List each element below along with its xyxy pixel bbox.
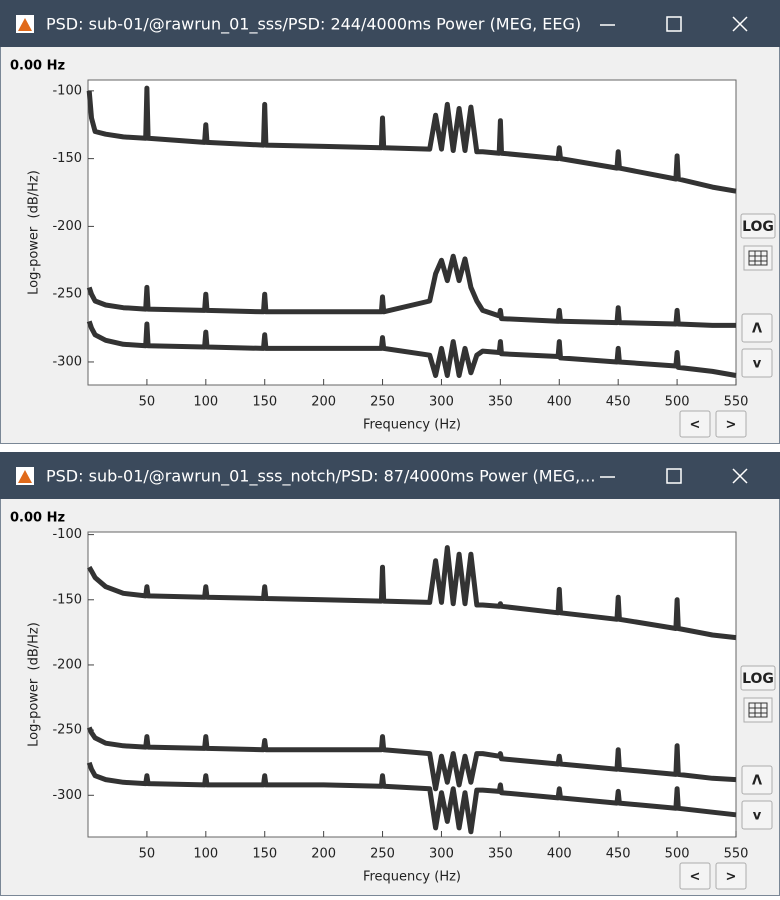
x-tick-label: 150 — [252, 847, 277, 862]
title-bar — [0, 0, 780, 47]
x-tick-label: 450 — [606, 847, 631, 862]
scroll-right-button-label[interactable]: > — [726, 870, 737, 885]
y-tick-label: -250 — [52, 723, 82, 738]
x-tick-label: 50 — [139, 847, 156, 862]
plot-area — [87, 79, 737, 386]
scroll-left-button-label[interactable]: < — [690, 418, 701, 433]
psd-trace — [86, 761, 737, 835]
x-axis-label: Frequency (Hz) — [363, 870, 461, 885]
cursor-frequency: 0.00 Hz — [10, 59, 65, 74]
scale-down-button-label[interactable]: v — [753, 809, 762, 824]
window-title: PSD: sub-01/@rawrun_01_sss/PSD: 244/4000… — [46, 15, 581, 35]
scroll-right-button[interactable] — [715, 410, 747, 438]
y-tick-label: -100 — [52, 83, 82, 98]
cursor-frequency: 0.00 Hz — [10, 511, 65, 526]
log-button-label[interactable]: LOG — [742, 219, 774, 235]
psd-trace — [86, 85, 737, 194]
x-tick-label: 100 — [193, 847, 218, 862]
scroll-left-button[interactable] — [679, 862, 711, 890]
app-icon-mark — [18, 18, 32, 31]
x-tick-label: 200 — [311, 395, 336, 410]
scale-up-button[interactable] — [741, 765, 773, 795]
x-tick-label: 150 — [252, 395, 277, 410]
y-tick-label: -200 — [52, 657, 82, 672]
x-tick-label: 300 — [429, 395, 454, 410]
psd-trace — [86, 253, 736, 328]
y-axis-label: Log-power (dB/Hz) — [27, 622, 42, 747]
log-button[interactable] — [740, 213, 776, 239]
scroll-left-button[interactable] — [679, 410, 711, 438]
x-tick-label: 250 — [370, 847, 395, 862]
plot-area — [87, 531, 737, 838]
y-tick-label: -150 — [52, 592, 82, 607]
grid-button[interactable] — [743, 697, 773, 723]
x-tick-label: 350 — [488, 847, 513, 862]
scroll-right-button[interactable] — [715, 862, 747, 890]
grid-icon[interactable] — [748, 250, 768, 266]
grid-button[interactable] — [743, 245, 773, 271]
title-bar — [0, 452, 780, 499]
y-tick-label: -200 — [52, 219, 82, 234]
window-title: PSD: sub-01/@rawrun_01_sss_notch/PSD: 87… — [46, 467, 595, 487]
close-button[interactable] — [732, 16, 748, 32]
y-tick-label: -300 — [52, 788, 82, 803]
y-tick-label: -300 — [52, 354, 82, 369]
x-tick-label: 100 — [193, 395, 218, 410]
log-button[interactable] — [740, 665, 776, 691]
grid-icon[interactable] — [748, 702, 768, 718]
x-tick-label: 350 — [488, 395, 513, 410]
y-tick-label: -100 — [52, 527, 82, 542]
x-tick-label: 500 — [665, 847, 690, 862]
x-tick-label: 200 — [311, 847, 336, 862]
log-button-label[interactable]: LOG — [742, 671, 774, 687]
psd-trace — [86, 320, 737, 378]
scale-up-button[interactable] — [741, 313, 773, 343]
scale-up-button-label[interactable]: Λ — [752, 774, 762, 789]
x-tick-label: 50 — [139, 395, 156, 410]
x-tick-label: 300 — [429, 847, 454, 862]
scroll-left-button-label[interactable]: < — [690, 870, 701, 885]
x-axis-label: Frequency (Hz) — [363, 418, 461, 433]
maximize-button[interactable] — [666, 468, 682, 484]
psd-trace — [87, 545, 737, 641]
scale-down-button-label[interactable]: v — [753, 357, 762, 372]
x-tick-label: 550 — [724, 395, 749, 410]
app-icon-mark — [18, 470, 32, 483]
y-axis-label: Log-power (dB/Hz) — [27, 170, 42, 295]
x-tick-label: 450 — [606, 395, 631, 410]
x-tick-label: 250 — [370, 395, 395, 410]
psd-trace — [86, 726, 737, 792]
y-tick-label: -150 — [52, 151, 82, 166]
scale-up-button-label[interactable]: Λ — [752, 322, 762, 337]
scale-down-button[interactable] — [741, 800, 773, 830]
y-tick-label: -250 — [52, 287, 82, 302]
scale-down-button[interactable] — [741, 348, 773, 378]
x-tick-label: 400 — [547, 395, 572, 410]
close-button[interactable] — [732, 468, 748, 484]
maximize-button[interactable] — [666, 16, 682, 32]
x-tick-label: 550 — [724, 847, 749, 862]
scroll-right-button-label[interactable]: > — [726, 418, 737, 433]
x-tick-label: 500 — [665, 395, 690, 410]
x-tick-label: 400 — [547, 847, 572, 862]
